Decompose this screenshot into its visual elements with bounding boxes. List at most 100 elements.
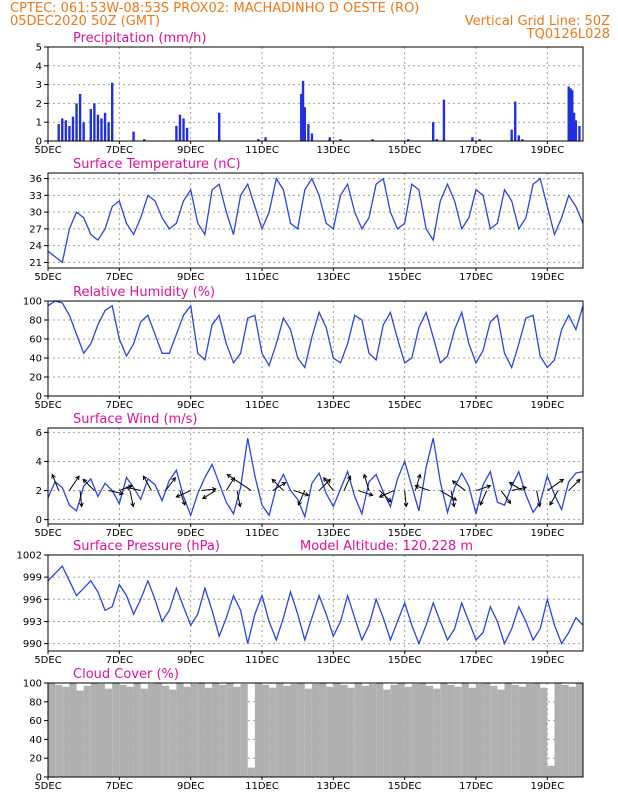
precip-bar xyxy=(103,112,107,141)
x-tick-label: 9DEC xyxy=(177,400,204,411)
x-tick-label: 11DEC xyxy=(245,272,279,283)
precip-bar xyxy=(175,125,178,141)
series-line xyxy=(47,564,584,646)
wind-arrow xyxy=(225,477,235,491)
precip-bar xyxy=(303,107,306,141)
cloud-cover-bar xyxy=(461,683,469,777)
x-tick-label: 17DEC xyxy=(459,528,493,539)
cloud-cover-bar xyxy=(490,685,498,777)
x-tick-label: 9DEC xyxy=(177,655,204,666)
x-tick-label: 15DEC xyxy=(388,655,422,666)
cloud-cover-bar xyxy=(83,685,91,777)
cloud-cover-bar xyxy=(262,684,270,777)
wind-arrow-head xyxy=(304,492,310,497)
y-tick-label: 5 xyxy=(36,43,42,54)
y-tick-label: 100 xyxy=(23,679,42,690)
precip-bar xyxy=(182,118,185,141)
cloud-cover-bar xyxy=(48,683,56,777)
header-station: CPTEC: 061:53W-08:53S PROX02: MACHADINHO… xyxy=(10,1,420,16)
x-tick-label: 9DEC xyxy=(177,528,204,539)
x-tick-label: 11DEC xyxy=(245,655,279,666)
cloud-cover-bar xyxy=(333,683,341,777)
wind-arrow-head xyxy=(181,500,186,506)
y-tick-label: 1 xyxy=(36,118,42,129)
header-grid-line: Vertical Grid Line: 50Z xyxy=(464,14,610,29)
y-tick-label: 0 xyxy=(36,137,42,148)
precip-bar xyxy=(143,139,146,141)
wind-arrow xyxy=(509,482,523,491)
panel-frame xyxy=(47,300,584,397)
x-tick-label: 7DEC xyxy=(106,781,133,792)
wind-arrow xyxy=(536,490,541,507)
precip-bar xyxy=(264,137,267,141)
wind-arrow xyxy=(452,480,466,491)
wind-arrow xyxy=(82,478,95,491)
cloud-cover-bar xyxy=(319,683,327,777)
x-tick-label: 7DEC xyxy=(106,655,133,666)
y-tick-label: 20 xyxy=(29,373,42,384)
wind-arrow-head xyxy=(130,502,135,508)
x-tick-label: 5DEC xyxy=(34,272,61,283)
wind-arrow xyxy=(129,490,134,507)
precip-bar xyxy=(257,139,260,141)
y-tick-label: 36 xyxy=(29,174,42,185)
cloud-cover-bar xyxy=(447,684,455,777)
cloud-cover-bar xyxy=(426,685,434,777)
y-tick-label: 100 xyxy=(23,297,42,308)
x-tick-label: 7DEC xyxy=(106,145,133,156)
wind-arrow-head xyxy=(79,502,84,508)
panel-frame xyxy=(47,682,584,778)
cloud-cover-bar xyxy=(518,686,526,777)
wind-arrow xyxy=(318,478,331,491)
wind-arrow xyxy=(500,490,511,504)
cloud-cover-bar xyxy=(197,683,205,777)
wind-arrow-head xyxy=(414,484,420,490)
precip-bar xyxy=(75,103,78,141)
x-tick-label: 17DEC xyxy=(459,145,493,156)
precip-bar xyxy=(218,112,221,141)
cloud-cover-bar xyxy=(418,683,427,777)
cloud-cover-bar xyxy=(62,686,70,777)
precip-bar xyxy=(471,137,474,141)
x-tick-label: 11DEC xyxy=(245,781,279,792)
x-tick-label: 15DEC xyxy=(388,400,422,411)
cloud-cover-bar xyxy=(297,683,305,777)
x-tick-label: 5DEC xyxy=(34,655,61,666)
wind-arrow xyxy=(108,490,124,495)
x-tick-label: 13DEC xyxy=(316,781,350,792)
precip-bar xyxy=(572,112,576,141)
cloud-cover-bar xyxy=(504,683,512,777)
wind-arrow-head xyxy=(362,473,368,479)
cloud-cover-bar xyxy=(169,689,177,777)
wind-arrow xyxy=(51,474,60,491)
wind-arrow-head xyxy=(536,502,542,508)
wind-arrow xyxy=(227,474,252,491)
precip-bar xyxy=(82,122,85,141)
y-tick-label: 80 xyxy=(29,316,42,327)
cloud-cover-bar xyxy=(147,683,155,777)
cloud-cover-bar xyxy=(390,684,398,777)
wind-arrow-head xyxy=(451,502,456,508)
cloud-cover-bar xyxy=(283,685,291,777)
precip-bar xyxy=(371,139,374,141)
x-tick-label: 19DEC xyxy=(530,400,564,411)
model-altitude-label: Model Altitude: 120.228 m xyxy=(300,539,473,554)
y-tick-label: 993 xyxy=(23,617,42,628)
cloud-cover-bar xyxy=(468,687,476,777)
wind-arrow xyxy=(68,475,80,491)
precip-bar xyxy=(310,133,314,141)
x-tick-label: 7DEC xyxy=(106,528,133,539)
wind-arrow-head xyxy=(171,476,176,482)
cloud-cover-bar xyxy=(511,684,519,777)
cloud-cover-bar xyxy=(326,686,334,777)
y-tick-label: 20 xyxy=(29,754,42,765)
y-tick-label: 60 xyxy=(29,716,42,727)
wind-arrow xyxy=(323,477,334,491)
cloud-cover-bar xyxy=(290,683,298,777)
precip-bar xyxy=(478,139,481,141)
y-tick-label: 0 xyxy=(36,392,42,403)
cloud-cover-bar xyxy=(105,688,113,777)
wind-arrow-head xyxy=(486,484,492,490)
precip-bar xyxy=(567,86,570,141)
wind-arrow-head xyxy=(281,481,287,487)
